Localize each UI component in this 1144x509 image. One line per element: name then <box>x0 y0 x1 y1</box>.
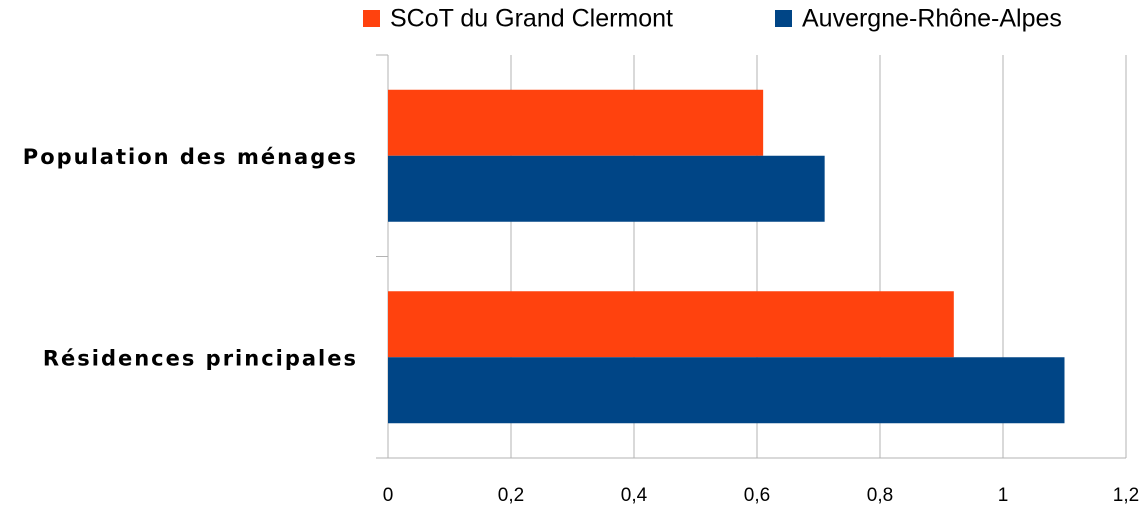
legend-swatch <box>775 10 792 27</box>
bar <box>388 155 825 222</box>
bar <box>388 291 954 358</box>
legend-swatch <box>363 10 380 27</box>
x-tick-label: 0 <box>383 485 394 506</box>
x-tick-label: 0,2 <box>498 485 524 506</box>
legend-label: SCoT du Grand Clermont <box>390 5 673 33</box>
y-tick-label: Résidences principales <box>43 346 358 370</box>
bar <box>388 357 1065 424</box>
x-tick-label: 1,2 <box>1113 485 1139 506</box>
x-tick-label: 0,8 <box>867 485 893 506</box>
y-tick-label: Population des ménages <box>23 145 358 169</box>
bar <box>388 89 764 156</box>
x-tick-label: 1 <box>998 485 1009 506</box>
legend-label: Auvergne-Rhône-Alpes <box>802 5 1062 33</box>
x-tick-label: 0,4 <box>621 485 648 506</box>
x-tick-label: 0,6 <box>744 485 770 506</box>
